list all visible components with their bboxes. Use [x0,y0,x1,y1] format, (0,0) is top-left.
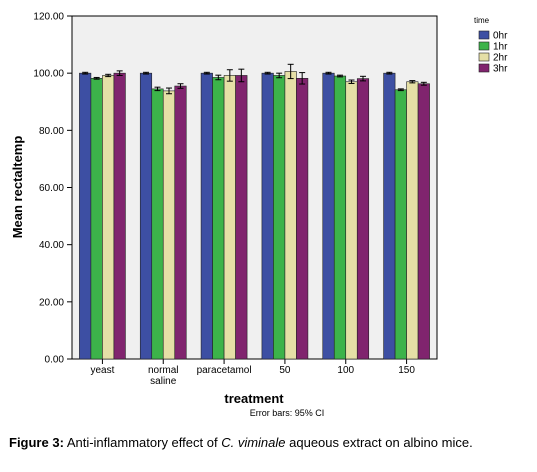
bar-1hr [151,88,164,360]
bar-3hr [296,78,309,360]
bar-3hr [113,72,126,360]
bar-1hr [333,75,347,360]
error-bar [93,76,100,80]
figure-caption: Figure 3: Anti-inflammatory effect of C.… [9,434,529,452]
caption-text-before: Anti-inflammatory effect of [66,435,218,450]
bar-2hr [102,75,115,360]
bar-1hr [90,78,103,360]
bar-1hr [394,89,407,360]
error-bar [105,73,112,78]
legend-swatch-1hr [478,41,490,51]
error-bar [420,81,427,86]
plot-area [71,15,438,360]
bar-2hr [284,71,297,360]
bar-1hr [212,77,225,360]
error-bar [177,83,184,89]
y-tick-label: 60.00 [39,183,64,194]
y-axis-label: Mean rectaltemp [10,136,25,239]
error-bar-footnote: Error bars: 95% CI [250,408,325,418]
error-bar [264,71,271,75]
caption-text-after: aqueous extract on albino mice. [289,435,473,450]
bar-2hr [345,81,358,360]
x-tick-label: yeast [90,365,114,376]
error-bar [337,74,343,78]
error-bar [203,71,210,75]
bar-2hr [223,75,236,360]
legend-label-1hr: 1hr [493,42,508,53]
bar-3hr [356,78,370,360]
legend-swatch-0hr [478,30,490,40]
legend-label-0hr: 0hr [493,31,508,42]
bar-3hr [235,75,248,360]
error-bar [397,88,404,92]
legend-swatch-3hr [478,63,490,73]
bar-0hr [200,72,213,360]
error-bar [287,63,294,80]
error-bar [276,72,283,79]
x-axis-label: treatment [224,391,284,406]
error-bar [154,86,161,92]
y-tick-label: 40.00 [39,240,64,251]
caption-species: C. viminale [221,435,286,450]
error-bar [143,71,149,75]
y-tick-label: 100.00 [33,69,64,80]
caption-label: Figure 3: [9,435,64,450]
legend-label-2hr: 2hr [493,53,508,64]
bar-0hr [139,72,153,360]
y-tick-label: 0.00 [45,355,65,366]
error-bar [360,75,366,82]
bar-2hr [162,90,176,360]
error-bar [215,74,222,81]
x-axis: yeast normal saline paracetamol 50 100 150 [90,359,415,387]
error-bar [116,70,123,76]
bar-0hr [79,72,92,360]
error-bar [226,69,233,82]
error-bar [299,72,306,85]
bar-0hr [383,72,396,360]
y-axis: 0.00 20.00 40.00 60.00 80.00 100.00 120.00 [33,12,72,366]
y-tick-label: 80.00 [39,126,64,137]
legend-swatch-2hr [478,52,490,62]
error-bar [238,68,245,83]
bar-series [79,63,430,360]
error-bar [386,71,393,75]
bar-0hr [261,72,274,360]
x-tick-label: 150 [398,365,415,376]
legend-label-3hr: 3hr [493,64,508,75]
y-tick-label: 120.00 [33,12,64,23]
y-tick-label: 20.00 [39,297,64,308]
error-bar [348,79,355,84]
bar-3hr [417,83,430,360]
bar-0hr [322,72,335,360]
x-tick-label: 100 [337,365,354,376]
bar-2hr [406,81,419,360]
x-tick-label: normal saline [148,365,179,387]
x-tick-label: 50 [279,365,291,376]
bar-3hr [174,85,187,360]
legend-title: time [474,16,490,25]
error-bar [166,87,172,95]
error-bar [82,71,89,75]
bar-1hr [273,75,286,360]
error-bar [409,80,416,84]
x-tick-label: paracetamol [197,365,252,376]
error-bar [325,71,332,75]
